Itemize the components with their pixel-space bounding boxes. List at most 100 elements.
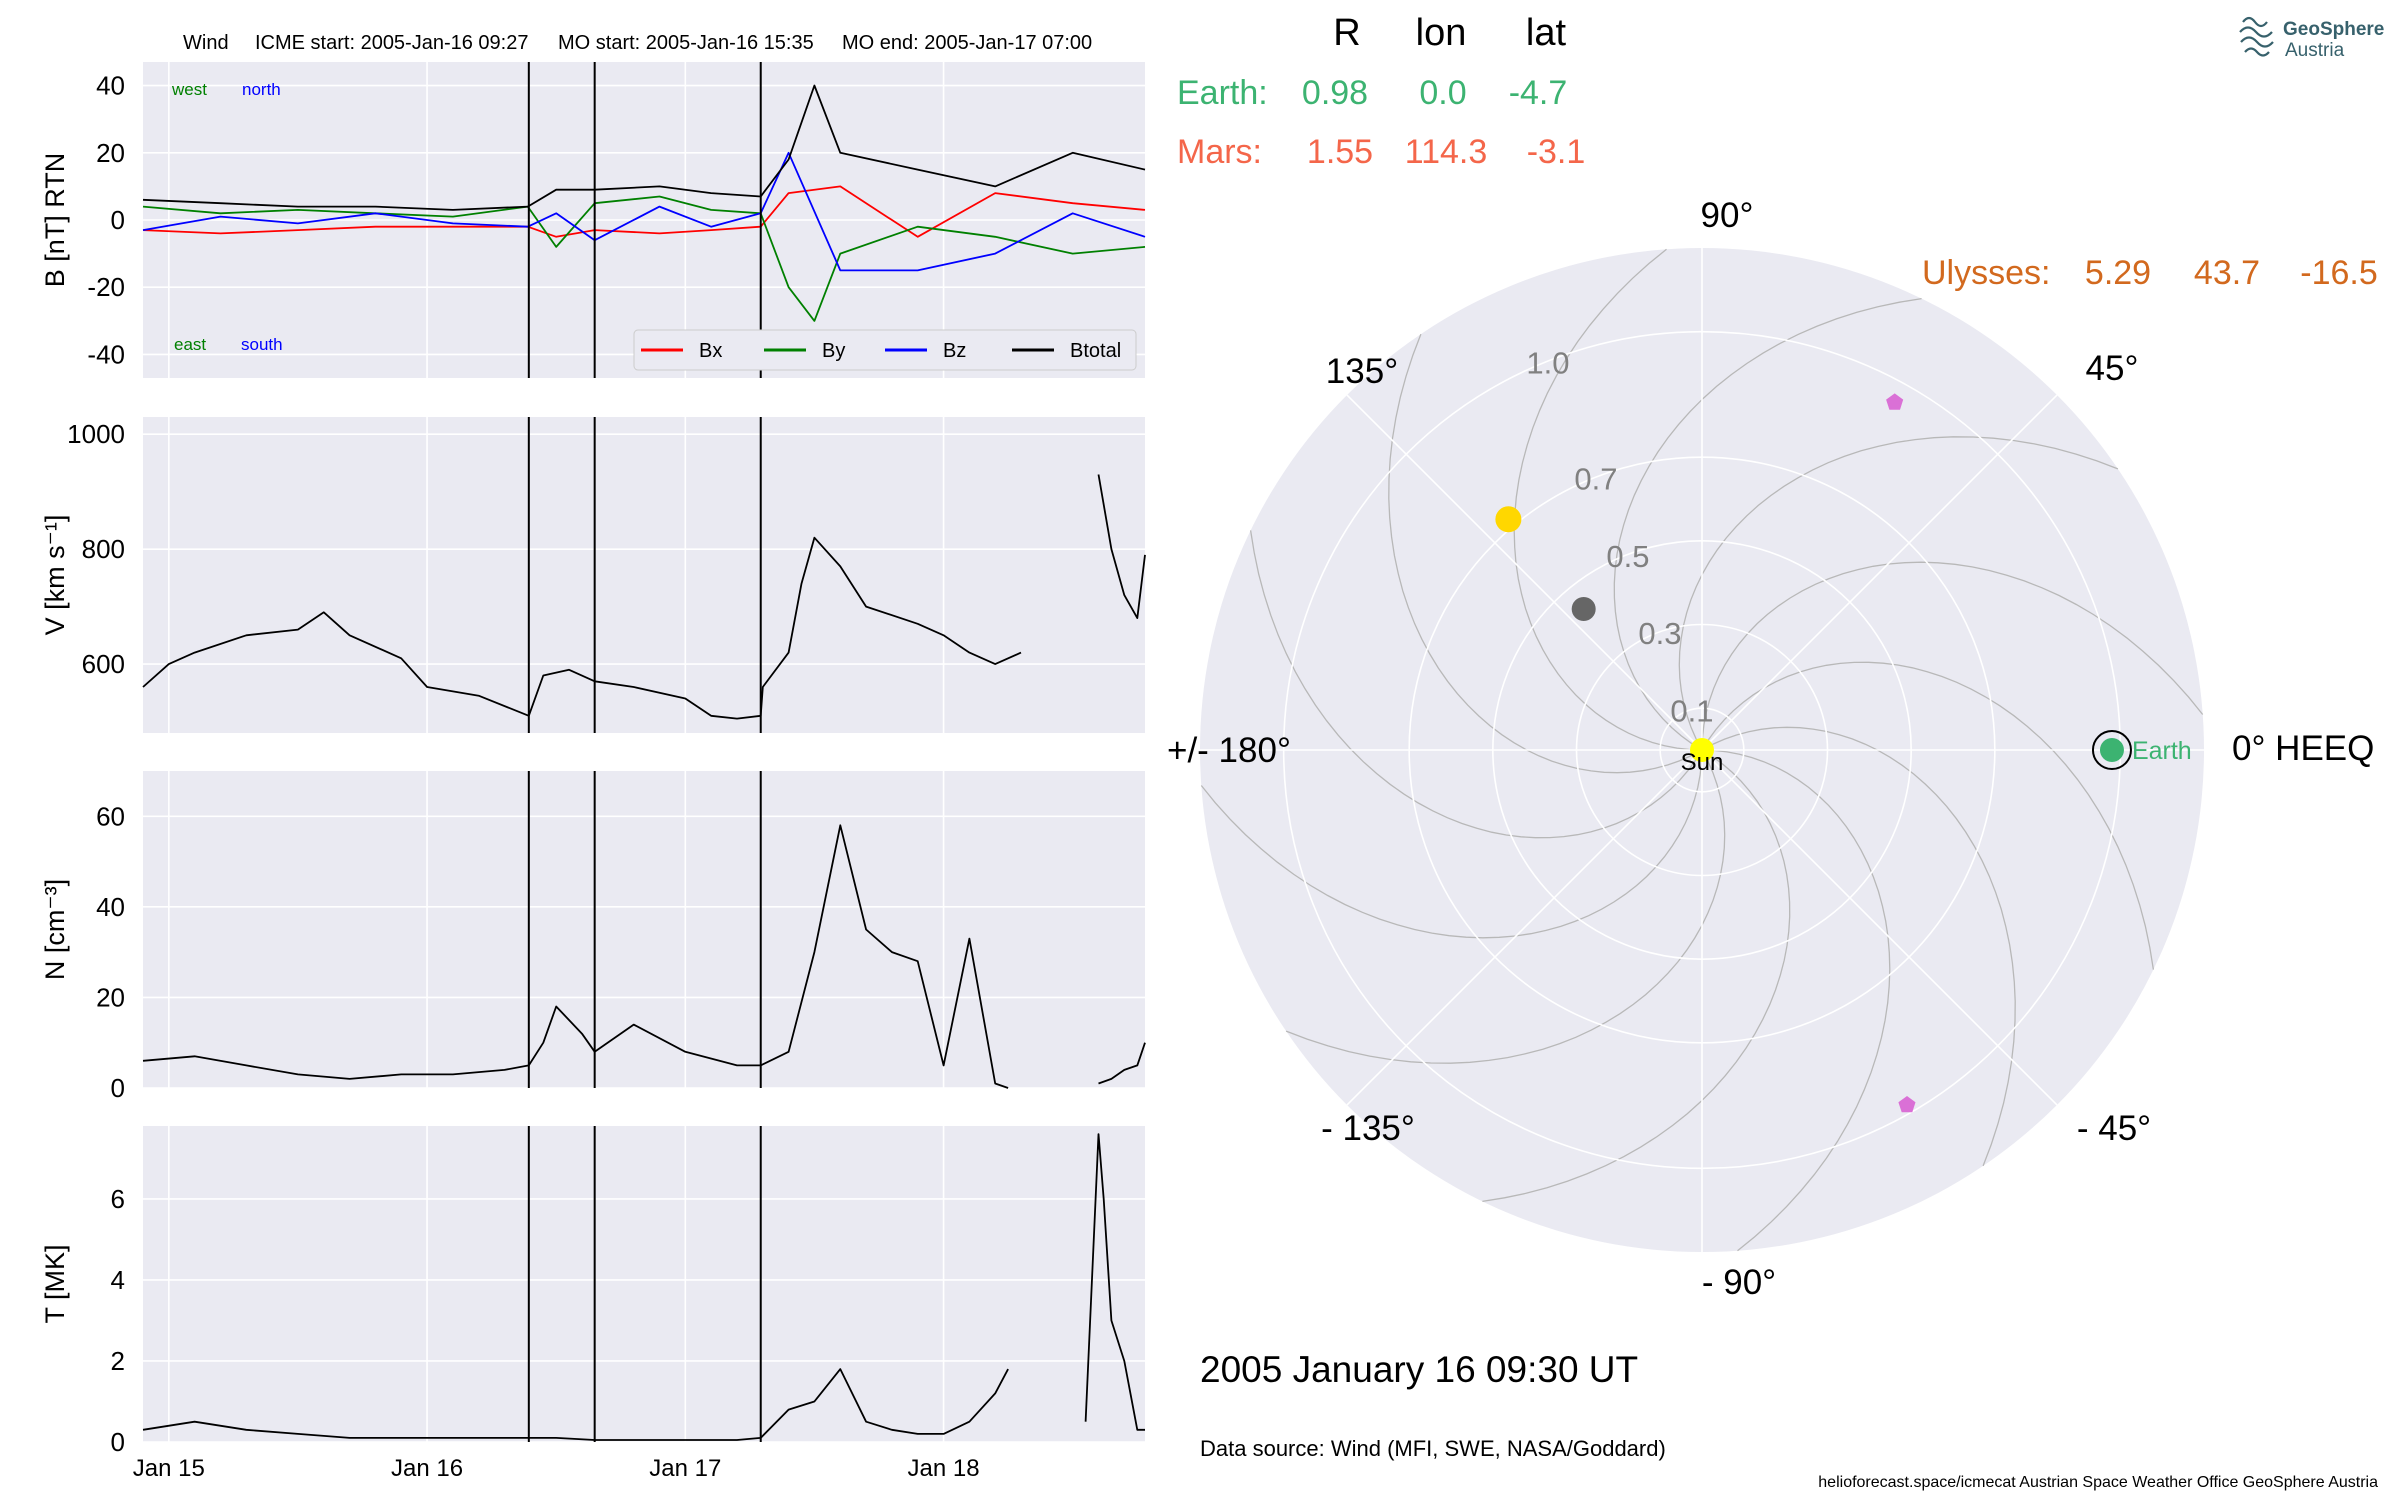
legend-label-bx: Bx (699, 340, 722, 362)
mo-start-label: MO start: 2005-Jan-16 15:35 (558, 32, 814, 54)
y-tick-label: 60 (96, 801, 125, 831)
series-line-v (142, 536, 1022, 720)
mars-row-lat: -3.1 (1527, 133, 1586, 171)
polar-radial-label: 0.5 (1606, 539, 1649, 574)
mars-row-lon: 114.3 (1405, 133, 1488, 171)
series-line-v (1097, 474, 1146, 619)
geosphere-logo: GeoSphere Austria (2239, 16, 2384, 61)
logo-line2: Austria (2285, 40, 2345, 61)
data-source-label: Data source: Wind (MFI, SWE, NASA/Goddar… (1200, 1436, 1666, 1461)
panel-magnetic_field: -40 -20 0 20 40 B [nT] RTN west north east south B… (40, 62, 1146, 378)
x-tick-label: Jan 15 (133, 1455, 205, 1482)
spacecraft-pentagon-marker (1898, 1096, 1916, 1113)
polar-angle-label: 135° (1326, 352, 1398, 391)
polar-angle-label: 45° (2086, 349, 2139, 388)
series-line-n (1098, 1042, 1146, 1085)
polar-ring (1492, 540, 1912, 960)
series-line-by (142, 195, 1146, 322)
polar-angle-label: - 135° (1321, 1109, 1415, 1148)
date-label: 2005 January 16 09:30 UT (1200, 1349, 1638, 1390)
series-line-t (142, 1368, 1009, 1441)
table-header-lat: lat (1526, 12, 1567, 54)
y-axis-label: V [km s⁻¹] (40, 515, 70, 636)
y-tick-label: 600 (82, 649, 125, 679)
y-tick-label: 800 (82, 534, 125, 564)
sun-marker (1690, 738, 1714, 762)
footer-credits: helioforecast.space/icmecat Austrian Spa… (1818, 1474, 2378, 1491)
earth-row-r: 0.98 (1302, 74, 1368, 112)
series-line-btotal (142, 84, 1146, 211)
spacecraft-label: Wind (183, 32, 229, 54)
earth-ring-marker (2091, 730, 2132, 770)
spacecraft-pentagon-marker (1886, 393, 1904, 410)
polar-radial-label: 0.7 (1574, 461, 1617, 496)
polar-angle-label: - 90° (1702, 1263, 1776, 1302)
earth-row-lon: 0.0 (1419, 74, 1466, 112)
y-tick-label: 20 (96, 982, 125, 1012)
y-tick-label: 40 (96, 892, 125, 922)
y-axis-label: T [MK] (40, 1244, 70, 1323)
y-tick-label: 0 (111, 205, 125, 235)
y-tick-label: -20 (87, 272, 125, 302)
earth-row-name: Earth: (1177, 74, 1268, 112)
panel-background (143, 1126, 1145, 1442)
y-tick-label: -40 (87, 339, 125, 369)
b-legend: Bx By Bz Btotal (633, 329, 1137, 371)
logo-line1: GeoSphere (2283, 19, 2384, 40)
mars-row-name: Mars: (1177, 133, 1262, 171)
ulysses-row-name: Ulysses: (1922, 254, 2050, 292)
x-tick-label: Jan 16 (391, 1455, 463, 1482)
polar-ring (1659, 707, 1745, 793)
polar-radial-label: 0.1 (1670, 693, 1713, 728)
y-tick-label: 4 (111, 1265, 125, 1295)
icme-start-label: ICME start: 2005-Jan-16 09:27 (255, 32, 528, 54)
legend-label-btotal: Btotal (1070, 340, 1121, 362)
mo-end-label: MO end: 2005-Jan-17 07:00 (842, 32, 1092, 54)
polar-position-plot: 0.1 0.3 0.5 0.7 1.0 90° 45° 0° HEEQ - 45° - 90° - … (1167, 196, 2374, 1302)
legend-label-bz: Bz (943, 340, 966, 362)
table-header-r: R (1333, 12, 1360, 54)
y-tick-label: 1000 (67, 419, 125, 449)
polar-angle-label: 0° HEEQ (2232, 729, 2374, 768)
annotation-north: north (242, 80, 281, 99)
mercury-marker (1571, 596, 1596, 621)
annotation-east: east (174, 335, 206, 354)
y-axis-label: N [cm⁻³] (40, 879, 70, 980)
earth-row-lat: -4.7 (1509, 74, 1568, 112)
y-axis-label: B [nT] RTN (40, 153, 70, 288)
series-line-t (1084, 1133, 1145, 1431)
panel-temperature: 0 2 4 6 T [MK] Jan 15 Jan 16 Jan 17 Jan 18 (40, 1126, 1145, 1482)
venus-marker (1495, 506, 1522, 533)
series-line-n (142, 824, 1009, 1089)
ulysses-row-lat: -16.5 (2300, 254, 2378, 292)
earth-marker (2099, 738, 2124, 762)
y-tick-label: 6 (111, 1184, 125, 1214)
panel-density: 0 20 40 60 N [cm⁻³] (40, 771, 1146, 1103)
series-line-bz (142, 151, 1146, 272)
y-tick-label: 0 (111, 1427, 125, 1457)
earth-label: Earth (2132, 737, 2192, 765)
polar-angle-label: +/- 180° (1167, 731, 1291, 770)
series-line-bx (142, 185, 1146, 238)
polar-angle-label: 90° (1701, 196, 1754, 235)
y-tick-label: 20 (96, 138, 125, 168)
polar-radial-label: 1.0 (1526, 346, 1569, 381)
y-tick-label: 2 (111, 1346, 125, 1376)
panel-background (143, 417, 1145, 733)
polar-angle-label: - 45° (2077, 1109, 2151, 1148)
panel-speed: 600 800 1000 V [km s⁻¹] (40, 417, 1146, 733)
x-tick-label: Jan 17 (649, 1455, 721, 1482)
panel-background (143, 771, 1145, 1088)
annotation-west: west (171, 80, 207, 99)
logo-swirl-icon (2239, 16, 2274, 57)
polar-radial-label: 0.3 (1638, 616, 1681, 651)
x-tick-label: Jan 18 (908, 1455, 980, 1482)
sun-label: Sun (1681, 749, 1724, 776)
table-header-lon: lon (1416, 12, 1467, 54)
ulysses-row-lon: 43.7 (2194, 254, 2260, 292)
ulysses-row-r: 5.29 (2085, 254, 2151, 292)
annotation-south: south (241, 335, 283, 354)
